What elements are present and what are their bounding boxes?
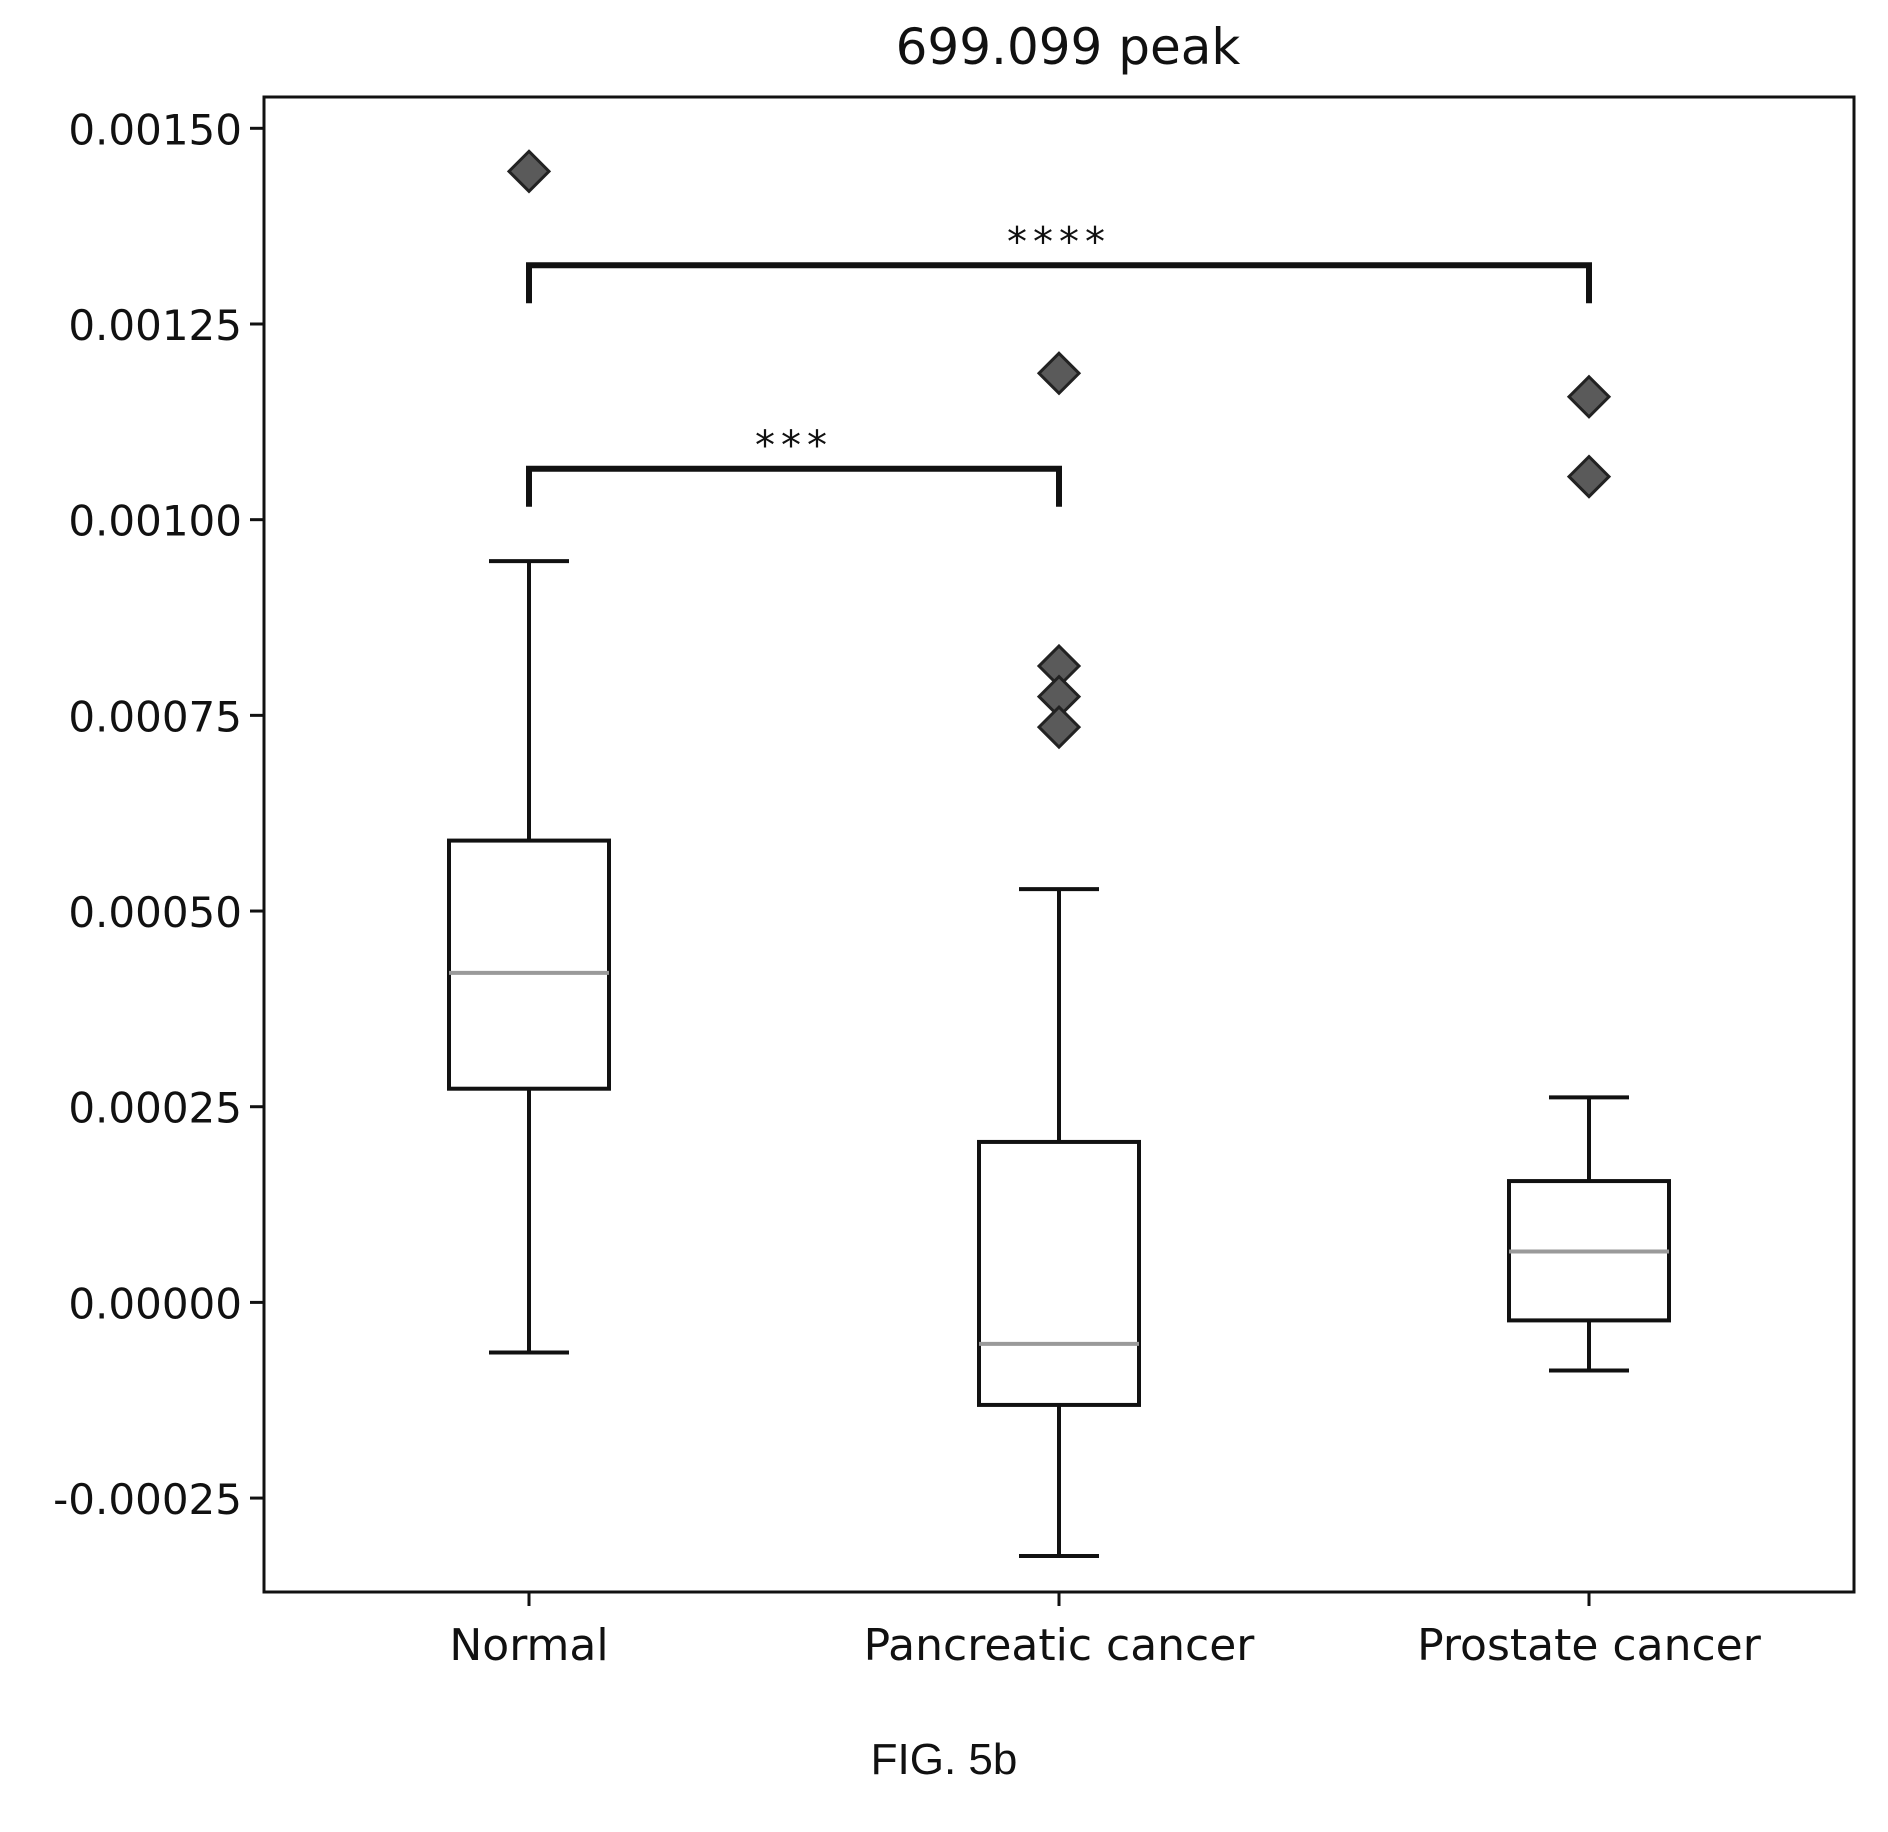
y-tick-label: 0.00125 xyxy=(68,301,242,350)
significance-label: *** xyxy=(755,423,833,469)
significance-bracket xyxy=(526,262,1592,304)
outliers-layer xyxy=(506,149,1612,750)
outlier-marker xyxy=(1566,454,1612,499)
y-tick-label: 0.00150 xyxy=(68,105,242,154)
x-axis: Normal Pancreatic cancer Prostate cancer xyxy=(449,1592,1762,1671)
iqr-box xyxy=(977,1139,1141,1407)
y-tick-label: 0.00075 xyxy=(68,692,242,741)
y-tick-label: 0.00000 xyxy=(68,1279,242,1328)
y-tick-label: -0.00025 xyxy=(53,1475,242,1524)
y-axis: -0.00025 0.00000 0.00025 0.00050 0.00075 0.00… xyxy=(53,105,264,1524)
outlier-marker xyxy=(506,149,552,194)
box-normal xyxy=(447,559,611,1355)
iqr-box xyxy=(447,838,611,1091)
y-tick-label: 0.00100 xyxy=(68,497,242,546)
figure-caption: FIG. 5b xyxy=(870,1735,1018,1784)
outlier-marker xyxy=(1566,374,1612,419)
box-pancreatic-cancer xyxy=(977,887,1141,1558)
significance-bracket xyxy=(526,465,1062,507)
x-tick-label: Pancreatic cancer xyxy=(864,1620,1256,1671)
boxes-layer xyxy=(447,559,1671,1558)
significance-layer: ******* xyxy=(526,219,1592,507)
outlier-marker xyxy=(1036,351,1082,396)
significance-label: **** xyxy=(1007,219,1111,265)
chart-title: 699.099 peak xyxy=(896,18,1241,76)
plot-area-frame xyxy=(262,95,1856,1594)
x-tick-label: Prostate cancer xyxy=(1417,1620,1762,1671)
outlier-marker xyxy=(1036,704,1082,750)
box-prostate-cancer xyxy=(1507,1095,1671,1373)
y-tick-label: 0.00050 xyxy=(68,888,242,937)
x-tick-label: Normal xyxy=(449,1620,608,1671)
y-tick-label: 0.00025 xyxy=(68,1084,242,1133)
